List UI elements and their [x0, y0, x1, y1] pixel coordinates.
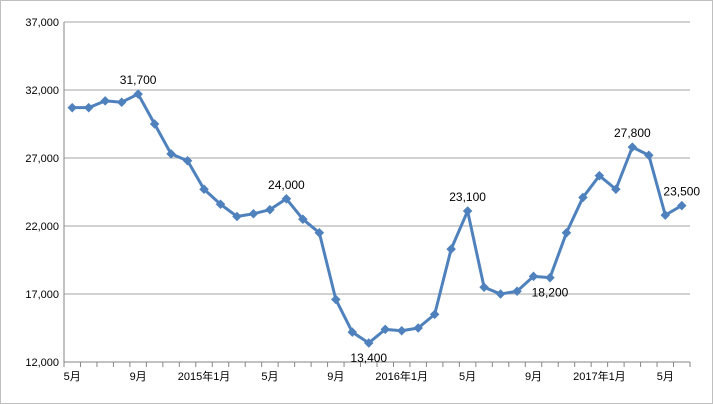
data-point-marker	[413, 323, 423, 333]
x-tick-label: 9月	[327, 371, 344, 383]
x-axis-tick-labels: 5月 9月 2015年1月 5月 9月 2016年1月 5月 9月 2017年1月 5月	[64, 369, 674, 383]
data-point-marker	[594, 170, 605, 181]
series-group	[67, 89, 687, 348]
x-tick-label: 5月	[261, 371, 278, 383]
data-label: 13,400	[350, 351, 387, 365]
data-label: 23,500	[663, 185, 700, 199]
data-point-marker	[462, 206, 473, 216]
data-point-marker	[149, 119, 160, 129]
data-point-marker	[495, 289, 506, 299]
data-label: 27,800	[614, 126, 651, 140]
x-tick-label: 5月	[657, 371, 674, 383]
data-point-marker	[479, 282, 489, 292]
data-point-marker	[363, 338, 374, 348]
y-tick-label: 12,000	[25, 357, 59, 369]
data-point-marker	[265, 204, 275, 215]
y-axis-tick-labels: 12,000 17,000 22,000 27,000 32,000 37,000	[25, 17, 59, 369]
data-label: 24,000	[268, 178, 305, 192]
data-point-marker	[446, 244, 456, 254]
x-tick-label: 2015年1月	[178, 369, 231, 383]
data-point-marker	[660, 210, 671, 220]
x-tick-label: 2017年1月	[573, 369, 626, 383]
data-point-marker	[644, 150, 654, 161]
data-point-marker	[133, 89, 143, 99]
data-point-marker	[314, 228, 325, 238]
y-tick-label: 17,000	[25, 289, 59, 301]
data-point-marker	[396, 325, 407, 336]
x-tick-label: 2016年1月	[375, 369, 428, 383]
data-point-marker	[380, 324, 391, 335]
data-point-marker	[347, 327, 358, 337]
data-labels: 31,700 24,000 13,400 23,100 18,200 27,800 23,5…	[120, 73, 701, 365]
data-point-marker	[182, 155, 193, 166]
data-point-marker	[528, 271, 539, 282]
y-tick-label: 27,000	[25, 153, 59, 165]
data-label: 31,700	[120, 73, 157, 87]
data-point-marker	[627, 142, 638, 152]
data-point-marker	[545, 272, 555, 283]
data-point-marker	[248, 208, 259, 219]
data-point-marker	[232, 211, 242, 222]
data-point-marker	[561, 228, 572, 238]
data-label: 23,100	[449, 190, 486, 204]
data-point-marker	[429, 309, 440, 320]
data-point-marker	[83, 102, 94, 113]
y-tick-label: 37,000	[25, 17, 59, 29]
gridlines	[63, 21, 691, 367]
data-point-marker	[166, 149, 176, 159]
data-point-marker	[281, 194, 292, 204]
data-point-marker	[100, 96, 110, 106]
x-tick-label: 5月	[64, 371, 81, 383]
data-point-marker	[331, 294, 341, 305]
data-point-marker	[578, 192, 588, 203]
x-tick-label: 9月	[130, 371, 147, 383]
data-point-marker	[611, 184, 621, 195]
y-tick-label: 22,000	[25, 221, 59, 233]
data-point-marker	[215, 199, 226, 210]
data-label: 18,200	[532, 286, 569, 300]
data-point-marker	[116, 97, 127, 108]
x-tick-label: 5月	[459, 371, 476, 383]
data-point-marker	[67, 102, 78, 113]
data-point-marker	[676, 200, 687, 211]
y-tick-label: 32,000	[25, 85, 59, 97]
data-point-marker	[199, 184, 209, 195]
series-line	[72, 92, 683, 345]
data-point-marker	[512, 286, 522, 297]
x-tick-label: 9月	[525, 371, 542, 383]
data-point-marker	[298, 214, 308, 224]
